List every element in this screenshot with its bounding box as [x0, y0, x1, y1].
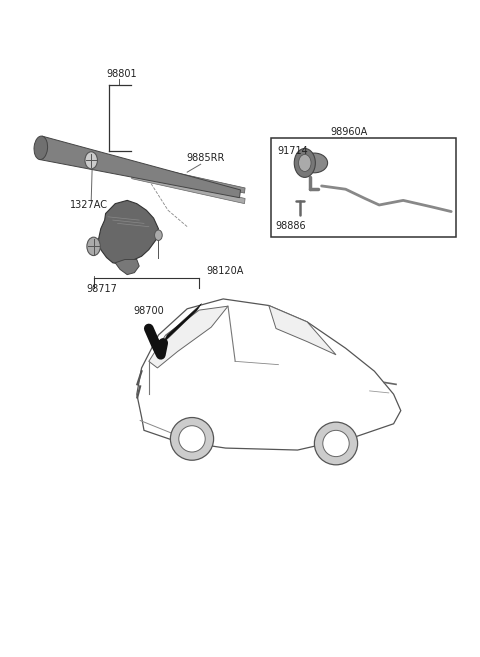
Circle shape: [87, 237, 100, 256]
Polygon shape: [115, 260, 139, 275]
Text: 9885RR: 9885RR: [186, 153, 225, 163]
Circle shape: [85, 152, 97, 169]
Ellipse shape: [323, 430, 349, 457]
Circle shape: [294, 148, 315, 177]
Polygon shape: [163, 304, 202, 343]
Polygon shape: [98, 200, 158, 264]
Ellipse shape: [314, 422, 358, 465]
Circle shape: [299, 154, 311, 171]
Ellipse shape: [179, 426, 205, 452]
Text: 98717: 98717: [86, 284, 117, 294]
Polygon shape: [132, 163, 245, 193]
Circle shape: [155, 230, 162, 240]
Text: 91714: 91714: [277, 146, 308, 156]
Polygon shape: [269, 306, 336, 355]
Text: 1327AC: 1327AC: [70, 200, 108, 210]
Text: 98700: 98700: [133, 306, 164, 315]
Polygon shape: [132, 173, 245, 204]
Polygon shape: [137, 299, 401, 450]
Ellipse shape: [301, 153, 327, 173]
Ellipse shape: [170, 418, 214, 460]
Text: 98801: 98801: [107, 69, 137, 79]
Polygon shape: [39, 136, 240, 198]
Text: 98960A: 98960A: [330, 127, 368, 137]
Polygon shape: [149, 306, 228, 368]
Ellipse shape: [34, 136, 48, 160]
Text: 98120A: 98120A: [206, 266, 244, 276]
Text: 98886: 98886: [275, 221, 306, 231]
Bar: [271, 138, 456, 237]
